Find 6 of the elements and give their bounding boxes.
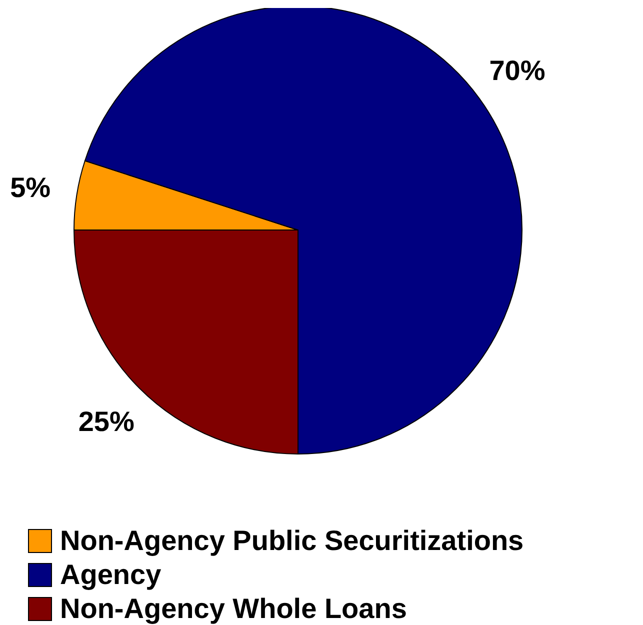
data-label: 5% [10, 172, 51, 204]
legend-label: Agency [60, 558, 162, 592]
legend-label: Non-Agency Whole Loans [60, 592, 407, 625]
data-label: 70% [489, 55, 546, 86]
data-label: 25% [78, 406, 134, 438]
legend-label: Non-Agency Public Securitizations [60, 524, 524, 558]
